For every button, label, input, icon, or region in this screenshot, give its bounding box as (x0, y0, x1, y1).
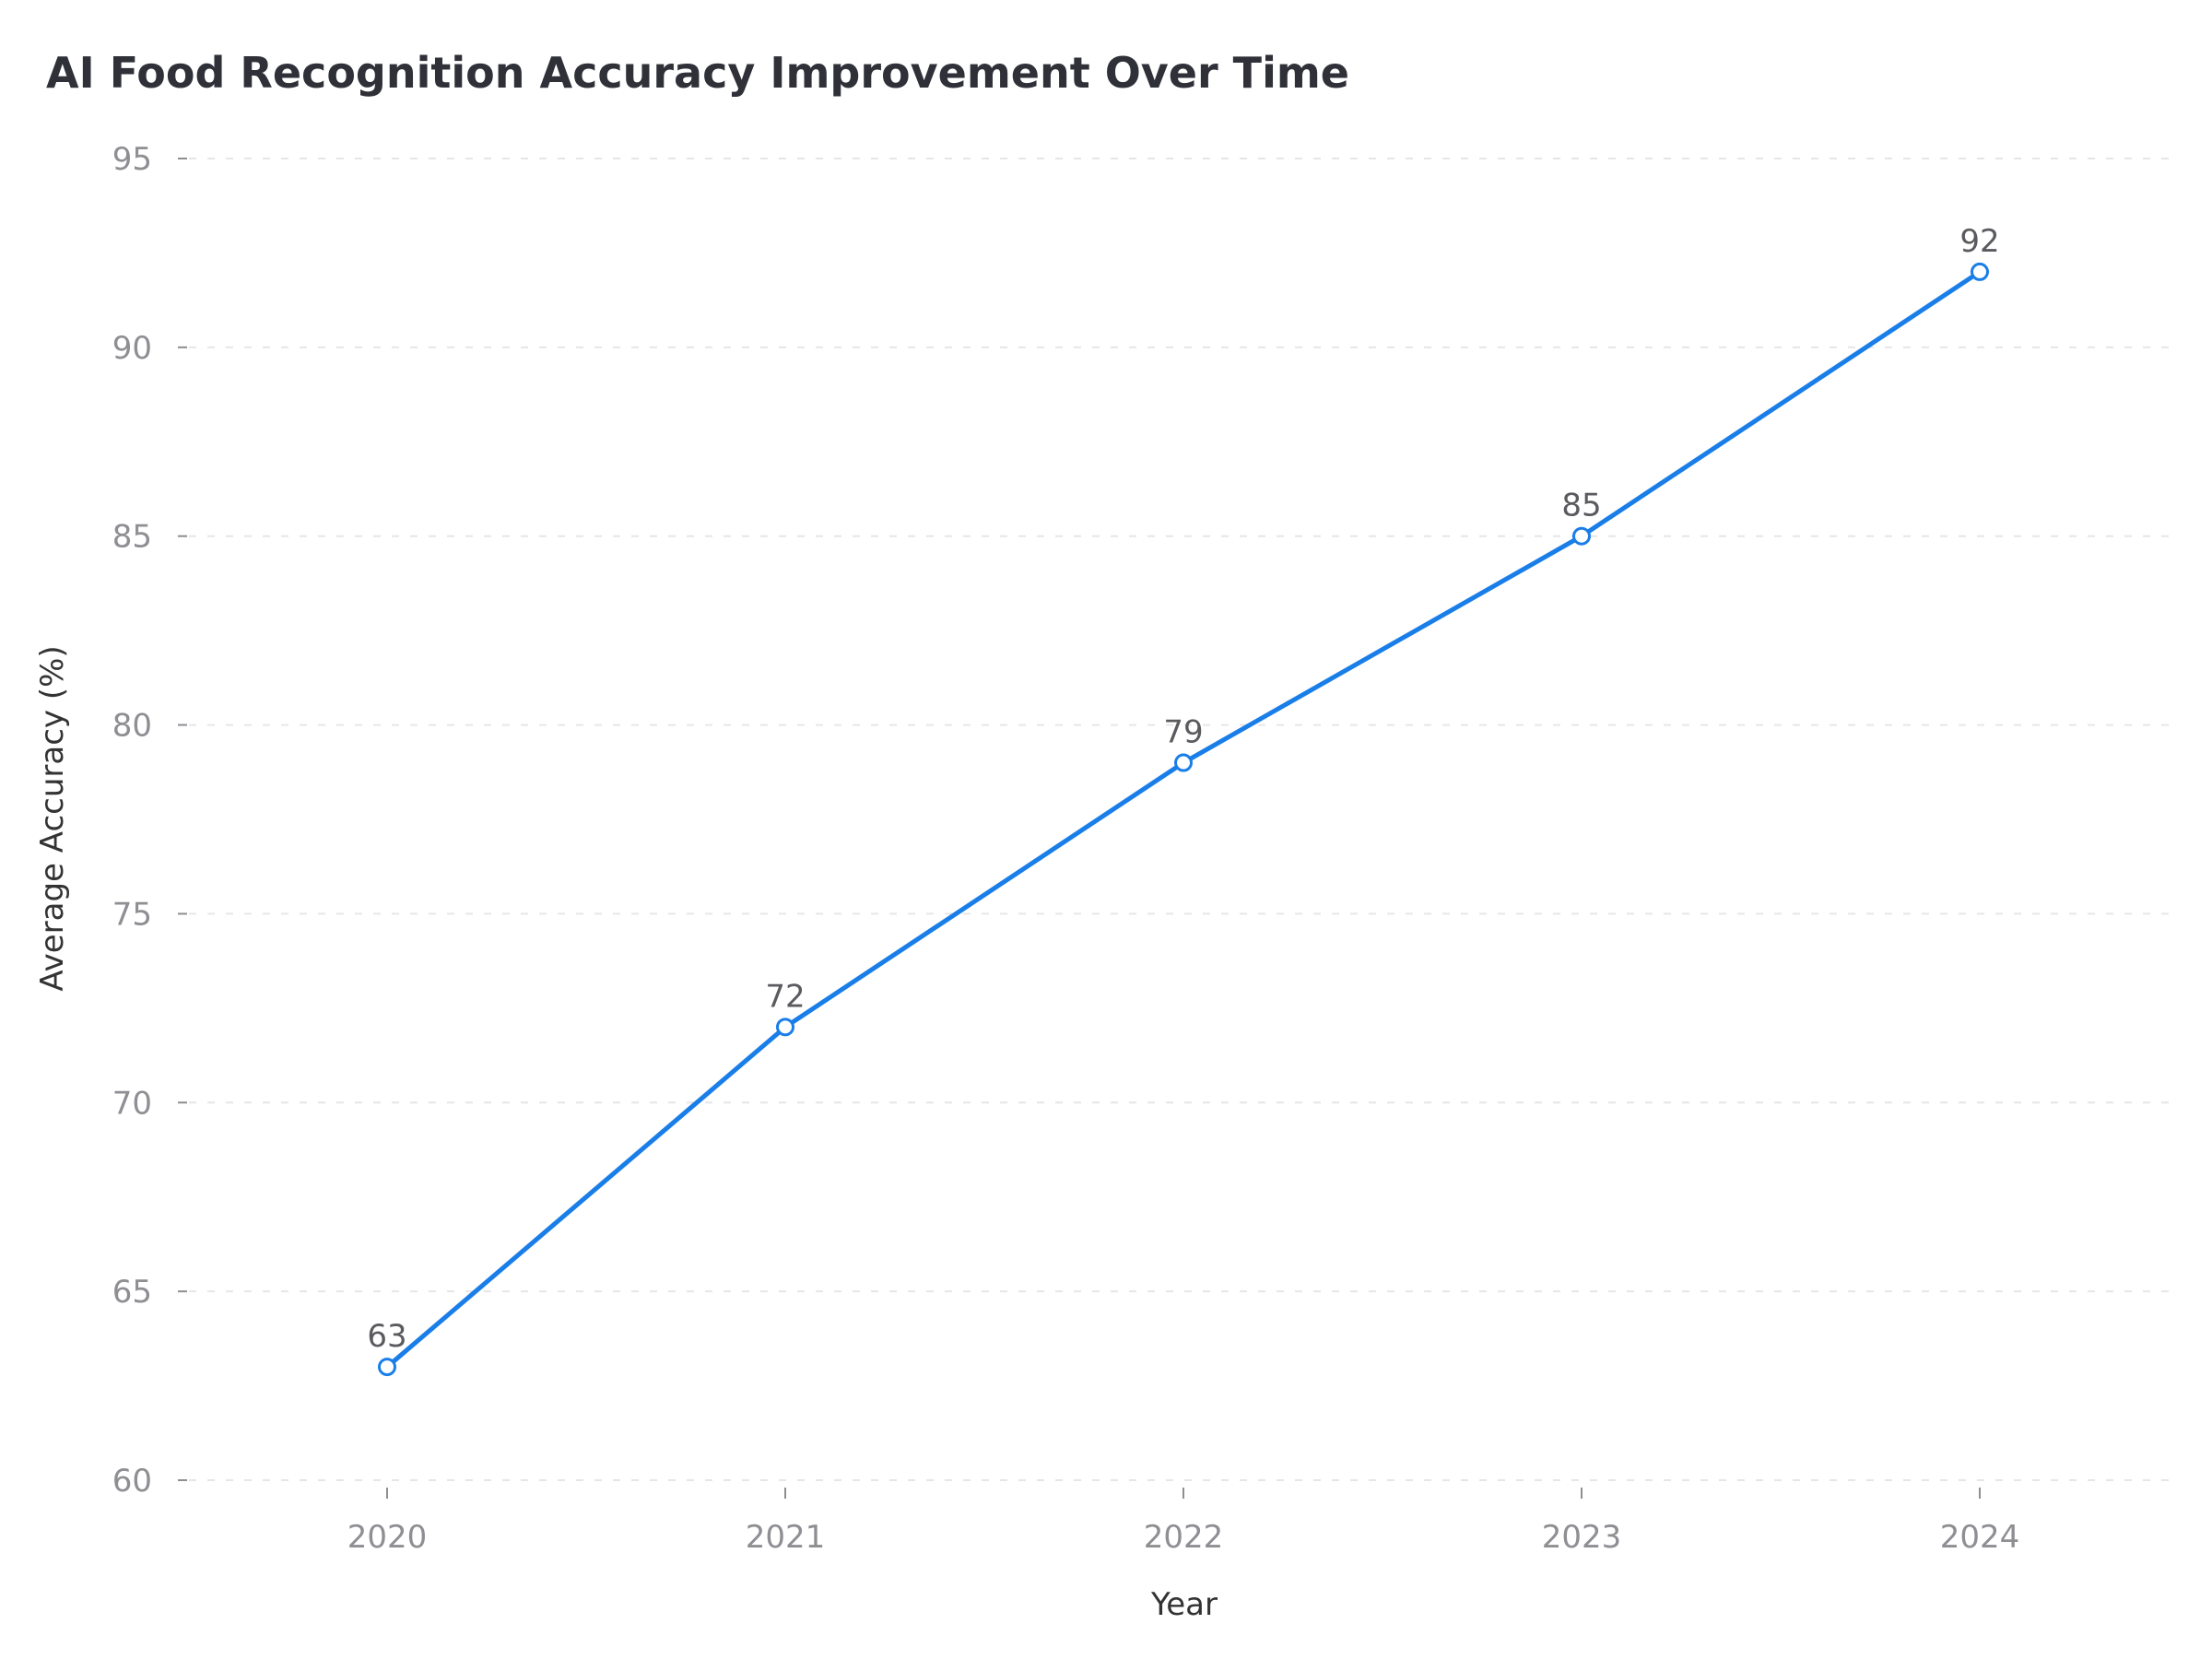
y-axis: 60 65 70 75 80 85 90 95 (112, 141, 187, 1500)
series-layer (378, 262, 1989, 1377)
x-tick-label: 2020 (347, 1519, 428, 1556)
x-tick-label: 2021 (746, 1519, 826, 1556)
data-labels: 63 72 79 85 92 (367, 223, 1999, 1355)
y-tick-label: 65 (112, 1274, 152, 1311)
y-tick-label: 85 (112, 519, 152, 556)
chart-title: AI Food Recognition Accuracy Improvement… (46, 48, 1349, 98)
y-tick-label: 70 (112, 1085, 152, 1122)
data-label: 92 (1959, 223, 1999, 260)
data-point (776, 1018, 794, 1037)
data-label: 85 (1561, 488, 1601, 524)
data-label: 63 (367, 1318, 406, 1355)
data-label: 79 (1163, 714, 1203, 751)
y-tick-label: 75 (112, 896, 152, 933)
data-point (378, 1358, 396, 1377)
data-point (1971, 262, 1989, 281)
y-tick-label: 90 (112, 330, 152, 367)
series-line (384, 269, 1983, 1370)
y-tick-label: 95 (112, 141, 152, 178)
x-axis-label: Year (1150, 1586, 1218, 1623)
x-axis: 2020 2021 2022 2023 2024 (347, 1488, 2020, 1556)
x-tick-label: 2024 (1940, 1519, 2020, 1556)
y-tick-label: 60 (112, 1463, 152, 1500)
data-point (1174, 753, 1193, 772)
data-label: 72 (765, 978, 805, 1015)
x-tick-label: 2022 (1144, 1519, 1224, 1556)
x-tick-label: 2023 (1542, 1519, 1622, 1556)
y-tick-label: 80 (112, 708, 152, 745)
y-axis-label: Average Accuracy (%) (34, 645, 71, 991)
data-point (1572, 526, 1591, 546)
